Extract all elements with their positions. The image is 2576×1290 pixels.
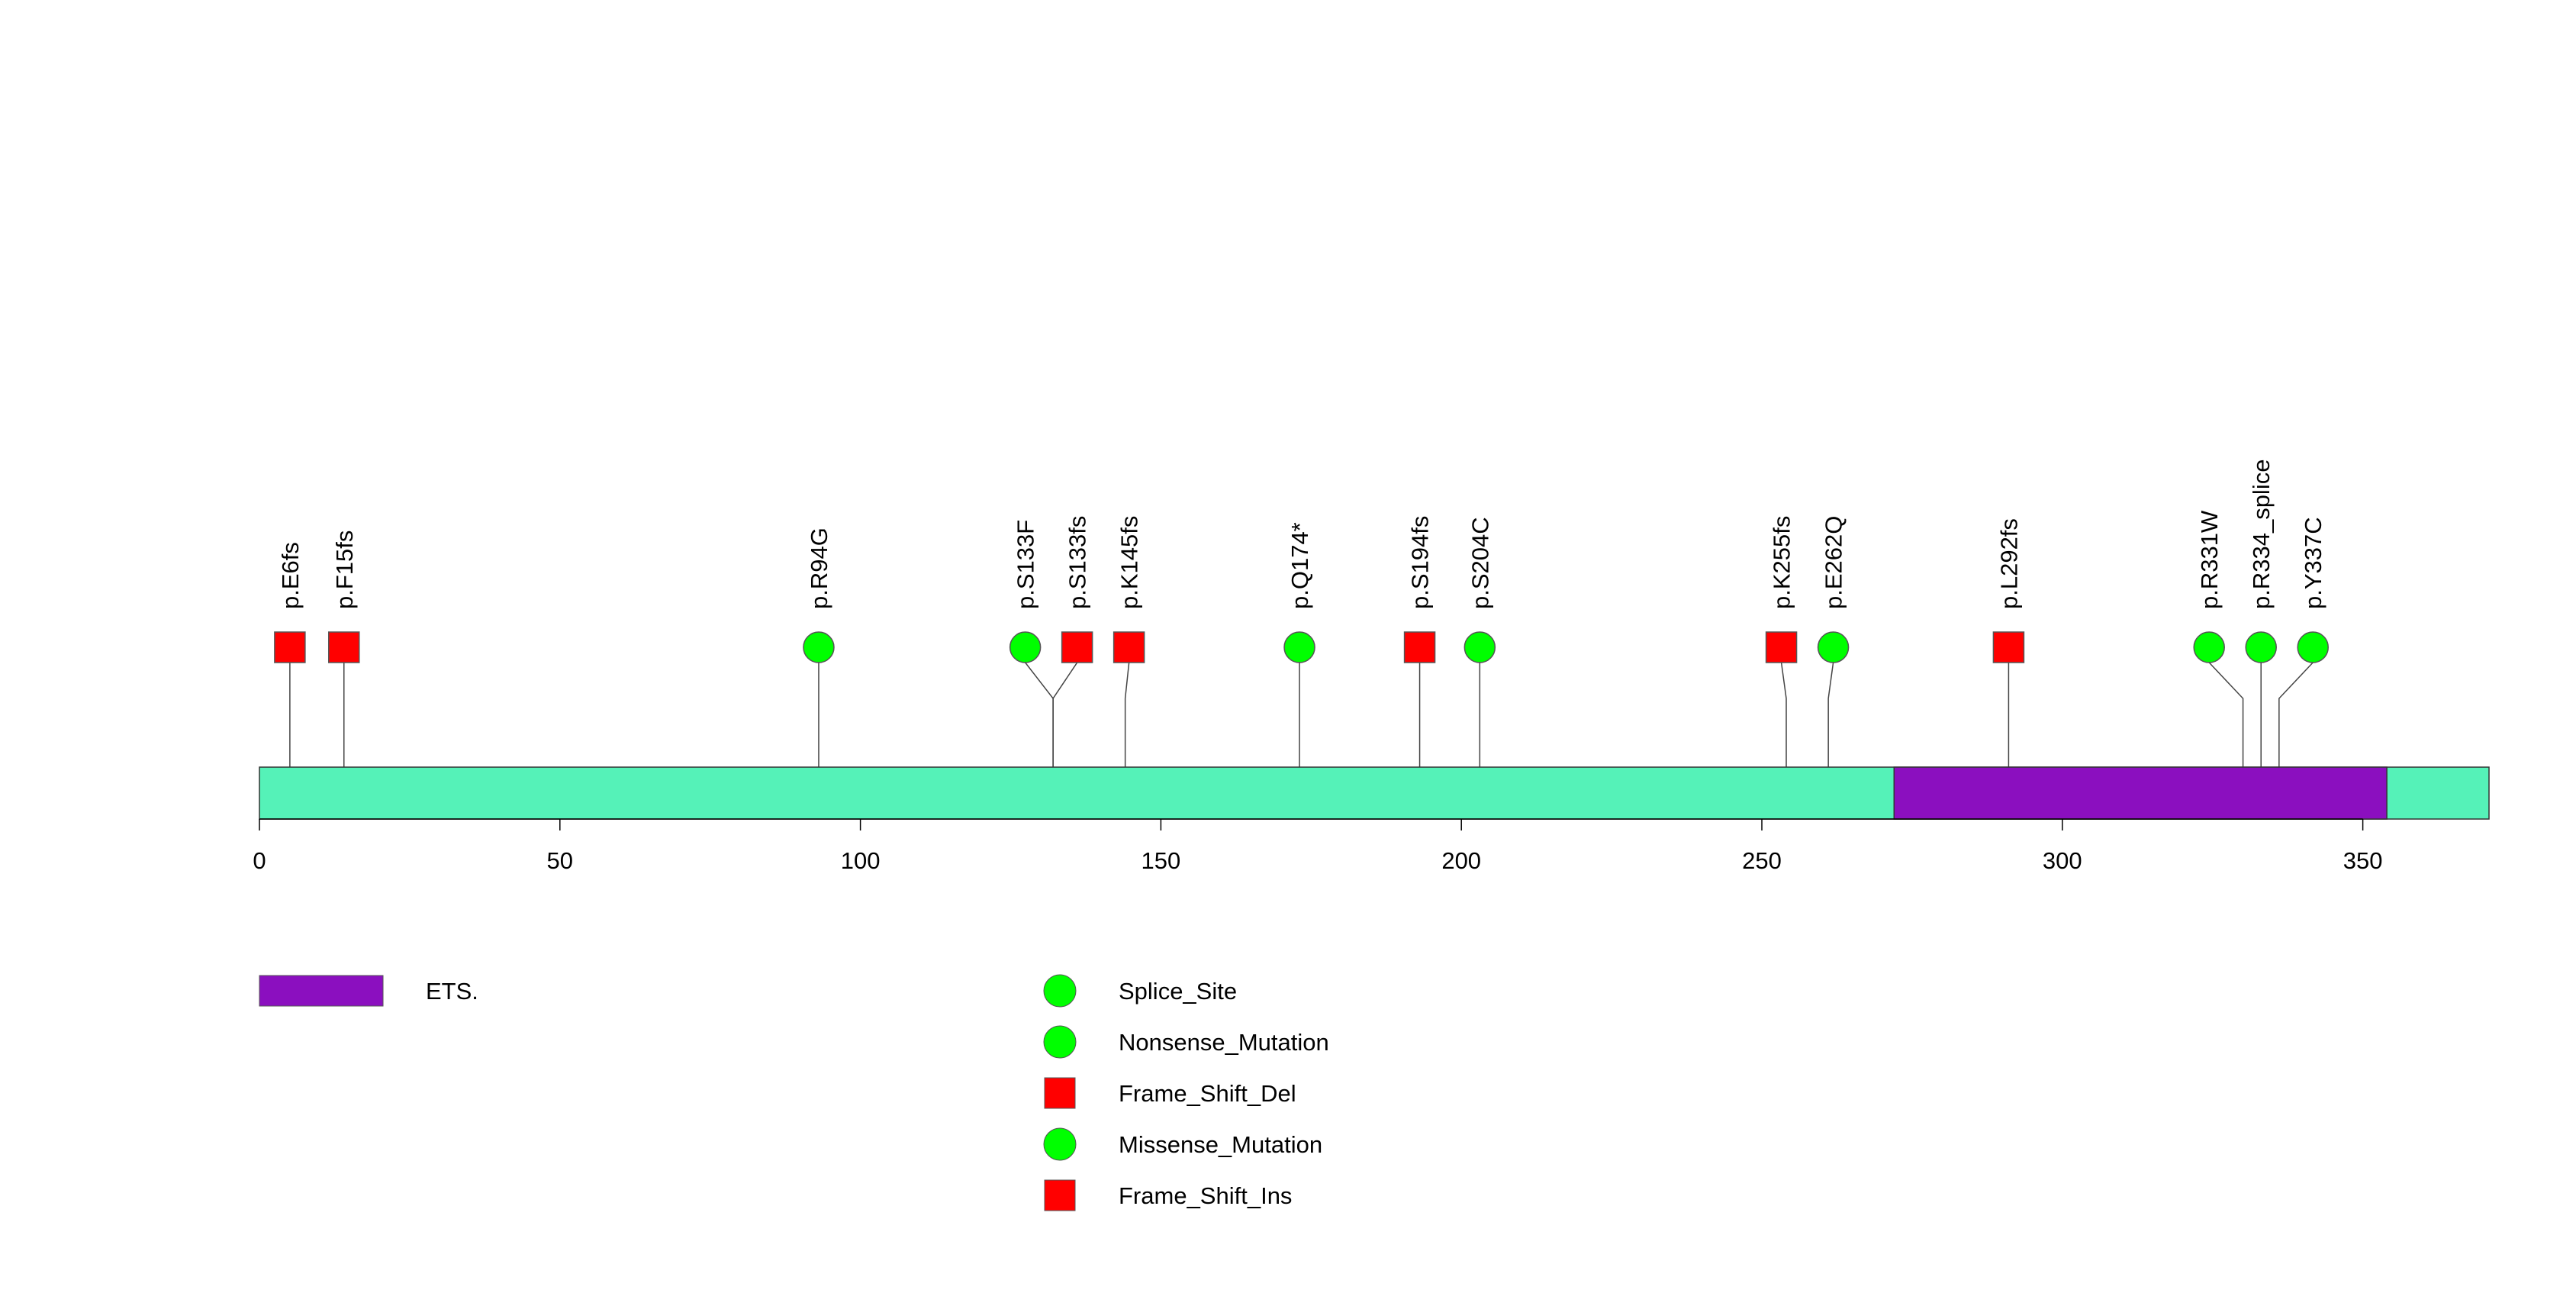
mutation-label-p-r331w: p.R331W [2196,510,2223,609]
marker-p-e6fs [274,631,306,663]
legend-label-ets: ETS. [426,978,478,1005]
legend-swatch-ets [259,975,384,1007]
mutation-label-p-e262q: p.E262Q [1821,516,1847,609]
marker-p-r94g [803,631,835,663]
legend-label-missense-mutation: Missense_Mutation [1119,1131,1322,1158]
mutation-label-p-s133fs: p.S133fs [1064,516,1091,609]
marker-p-r334-splice [2245,631,2277,663]
marker-p-s133fs [1061,631,1093,663]
legend-marker-frame-shift-del [1044,1077,1076,1109]
x-axis: 0 50 100 150 200 250 300 350 [253,818,2383,874]
x-tick-label-250: 250 [1742,847,1782,874]
x-tick-label-350: 350 [2343,847,2383,874]
mutation-label-p-e6fs: p.E6fs [277,542,304,609]
mutation-label-p-q174: p.Q174* [1286,522,1313,609]
mutation-labels: p.E6fs p.F15fs p.R94G p.S133F p.S133fs p.K145… [277,460,2326,609]
marker-p-s133f [1009,631,1042,663]
marker-p-k145fs [1113,631,1145,663]
x-tick-label-200: 200 [1441,847,1481,874]
mutation-label-p-f15fs: p.F15fs [331,531,358,609]
mutation-label-p-r94g: p.R94G [806,527,832,609]
legend-marker-missense-mutation [1043,1127,1077,1161]
mutation-label-p-k255fs: p.K255fs [1769,516,1795,609]
marker-p-l292fs [1992,631,2025,663]
legend: ETS. Splice_Site Nonsense_Mutation Frame_Sh… [259,974,1329,1211]
legend-marker-nonsense-mutation [1043,1025,1077,1059]
legend-marker-splice-site [1043,974,1077,1008]
mutation-label-p-k145fs: p.K145fs [1116,516,1143,609]
mutation-label-p-y337c: p.Y337C [2300,517,2326,609]
marker-p-q174 [1283,631,1315,663]
marker-p-s204c [1463,631,1496,663]
mutation-label-p-l292fs: p.L292fs [1995,518,2022,609]
mutation-label-p-r334-splice: p.R334_splice [2248,460,2275,609]
x-tick-label-300: 300 [2043,847,2082,874]
legend-label-frame-shift-del: Frame_Shift_Del [1119,1080,1296,1107]
legend-label-splice-site: Splice_Site [1119,978,1237,1005]
domain-ets [1893,766,2388,820]
marker-p-e262q [1817,631,1850,663]
marker-p-r331w [2193,631,2225,663]
legend-label-frame-shift-ins: Frame_Shift_Ins [1119,1182,1292,1209]
x-tick-label-150: 150 [1141,847,1181,874]
mutation-label-p-s133f: p.S133F [1013,520,1039,609]
legend-label-nonsense-mutation: Nonsense_Mutation [1119,1029,1329,1056]
marker-p-y337c [2297,631,2329,663]
mutation-label-p-s204c: p.S204C [1467,517,1493,609]
marker-p-s194fs [1403,631,1436,663]
x-tick-label-100: 100 [841,847,881,874]
mutation-markers [274,631,2329,663]
legend-marker-frame-shift-ins [1044,1179,1076,1211]
marker-p-f15fs [328,631,360,663]
x-tick-label-50: 50 [547,847,573,874]
marker-p-k255fs [1765,631,1798,663]
protein-backbone-group [259,766,2490,820]
mutation-label-p-s194fs: p.S194fs [1407,516,1434,609]
x-tick-label-0: 0 [253,847,266,874]
